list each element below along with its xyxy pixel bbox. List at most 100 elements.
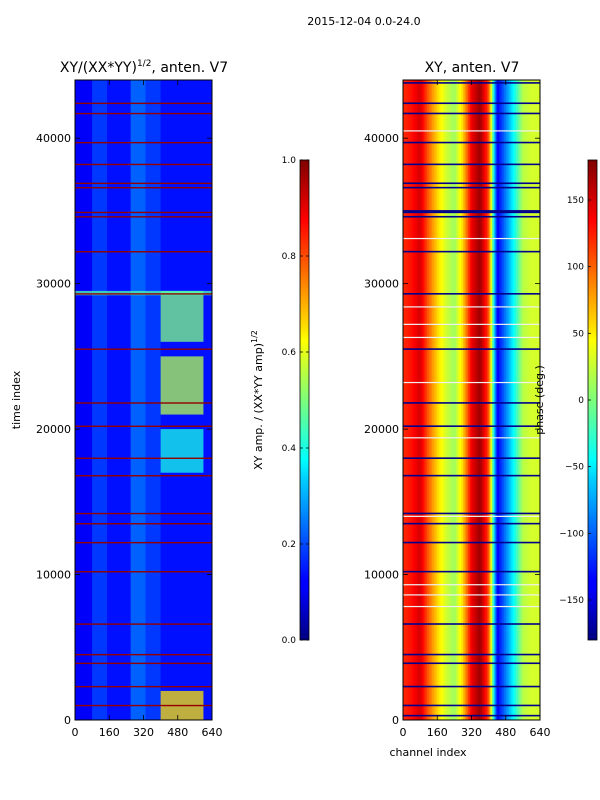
phase-channel-column [483,80,486,720]
phase-flagged-row [403,623,540,625]
phase-channel-column [488,80,491,720]
amplitude-ytick-label: 10000 [36,569,71,582]
phase-channel-column [519,80,522,720]
phase-channel-column [490,80,493,720]
amplitude-colorbar-tick-label: 0.8 [282,252,297,262]
amplitude-column-band [107,80,131,720]
phase-xtick-label: 0 [400,726,407,739]
phase-channel-column [469,80,472,720]
phase-colorbar-tick-label: 100 [567,263,584,273]
phase-light-row [403,237,540,240]
phase-flagged-row [403,457,540,459]
phase-flagged-row [403,348,540,350]
phase-channel-column [462,80,466,720]
phase-channel-column [514,80,517,720]
phase-channel-column [423,80,426,720]
amplitude-flagged-row [75,402,212,404]
amplitude-flagged-row [75,512,212,515]
amplitude-colorbar-tick-label: 0.6 [282,348,297,358]
amplitude-flagged-row [75,541,212,544]
amplitude-ytick-label: 40000 [36,132,71,145]
phase-channel-column [493,80,496,720]
phase-channel-column [509,80,512,720]
amplitude-colorbar-tick-label: 0.4 [282,444,297,454]
phase-channel-column [497,80,500,720]
phase-channel-column [404,80,407,720]
phase-channel-column [510,80,514,720]
phase-flagged-row [403,186,540,189]
amplitude-xtick-label: 640 [202,726,223,739]
phase-channel-column [517,80,520,720]
phase-light-row [403,584,540,586]
phase-channel-column [466,80,469,720]
phase-channel-column [421,80,425,720]
phase-channel-column [414,80,418,720]
phase-channel-column [504,80,507,720]
phase-channel-column [456,80,459,720]
amplitude-colorbar-tick-label: 0.2 [282,540,296,550]
phase-flagged-row [403,653,540,656]
phase-flagged-row [403,685,540,688]
amplitude-title-suffix: , anten. V7 [151,60,228,76]
phase-channel-column [521,80,524,720]
amplitude-axis-ticks: 0 160 320 480 640 0 10000 20000 30000 40000 [36,80,223,739]
phase-flagged-row [403,425,540,427]
amplitude-ylabel: time index [10,370,23,429]
phase-ytick-label: 20000 [364,423,399,436]
phase-flagged-row [403,570,540,573]
phase-channel-column [524,80,527,720]
amplitude-heatmap [75,80,212,720]
phase-channel-column [435,80,438,720]
phase-xtick-label: 480 [495,726,516,739]
phase-flagged-row [403,662,540,665]
phase-channel-column [437,80,440,720]
amplitude-flagged-row [75,102,212,105]
amplitude-flagged-row [75,653,212,656]
amplitude-xtick-label: 160 [99,726,120,739]
phase-colorbar-tick-label: 150 [567,196,584,206]
phase-channel-column [473,80,476,720]
phase-light-row [403,336,540,339]
amplitude-bright-patch [160,356,204,415]
phase-channel-column [449,80,452,720]
amplitude-colorbar-tick-label: 1.0 [282,156,297,166]
phase-channel-column [420,80,423,720]
phase-colorbar-tick-label: −150 [559,596,584,606]
amplitude-column-band [75,80,93,720]
amplitude-flagged-row [75,523,212,525]
phase-flagged-row [403,293,540,295]
phase-panel: XY, anten. V7 0 160 320 480 640 0 10000 20000 30… [364,60,551,759]
phase-flagged-row [403,512,540,515]
amplitude-colorbar-label-base: XY amp. / (XX*YY amp) [252,343,265,470]
amplitude-flagged-row [75,163,212,166]
phase-flagged-row [403,541,540,544]
phase-flagged-row [403,163,540,166]
phase-channel-column [413,80,416,720]
phase-xtick-label: 640 [530,726,551,739]
amplitude-flagged-row [75,211,212,214]
phase-channel-column [531,80,534,720]
amplitude-flagged-row [75,623,212,625]
amplitude-column-band [92,80,108,720]
amplitude-flagged-row [75,112,212,115]
amplitude-flagged-row [75,704,212,707]
phase-channel-column [442,80,445,720]
amplitude-flagged-row [75,571,212,573]
phase-flagged-row [403,210,540,212]
amplitude-flagged-row [75,348,212,350]
phase-flagged-row [403,402,540,404]
phase-light-row [403,381,540,384]
amplitude-colorbar: 0.0 0.2 0.4 0.6 0.8 1.0 XY amp. / (XX*YY amp)… [250,156,310,646]
phase-channel-column [529,80,532,720]
phase-xtick-label: 320 [461,726,482,739]
phase-panel-title: XY, anten. V7 [425,60,520,76]
phase-channel-column [498,80,502,720]
phase-channel-column [432,80,435,720]
amplitude-flagged-row [75,187,212,189]
phase-channel-column [526,80,529,720]
phase-light-row [403,594,540,596]
amplitude-flagged-row [75,662,212,665]
phase-channel-column [428,80,431,720]
phase-channel-column [433,80,437,720]
phase-channel-column [502,80,505,720]
